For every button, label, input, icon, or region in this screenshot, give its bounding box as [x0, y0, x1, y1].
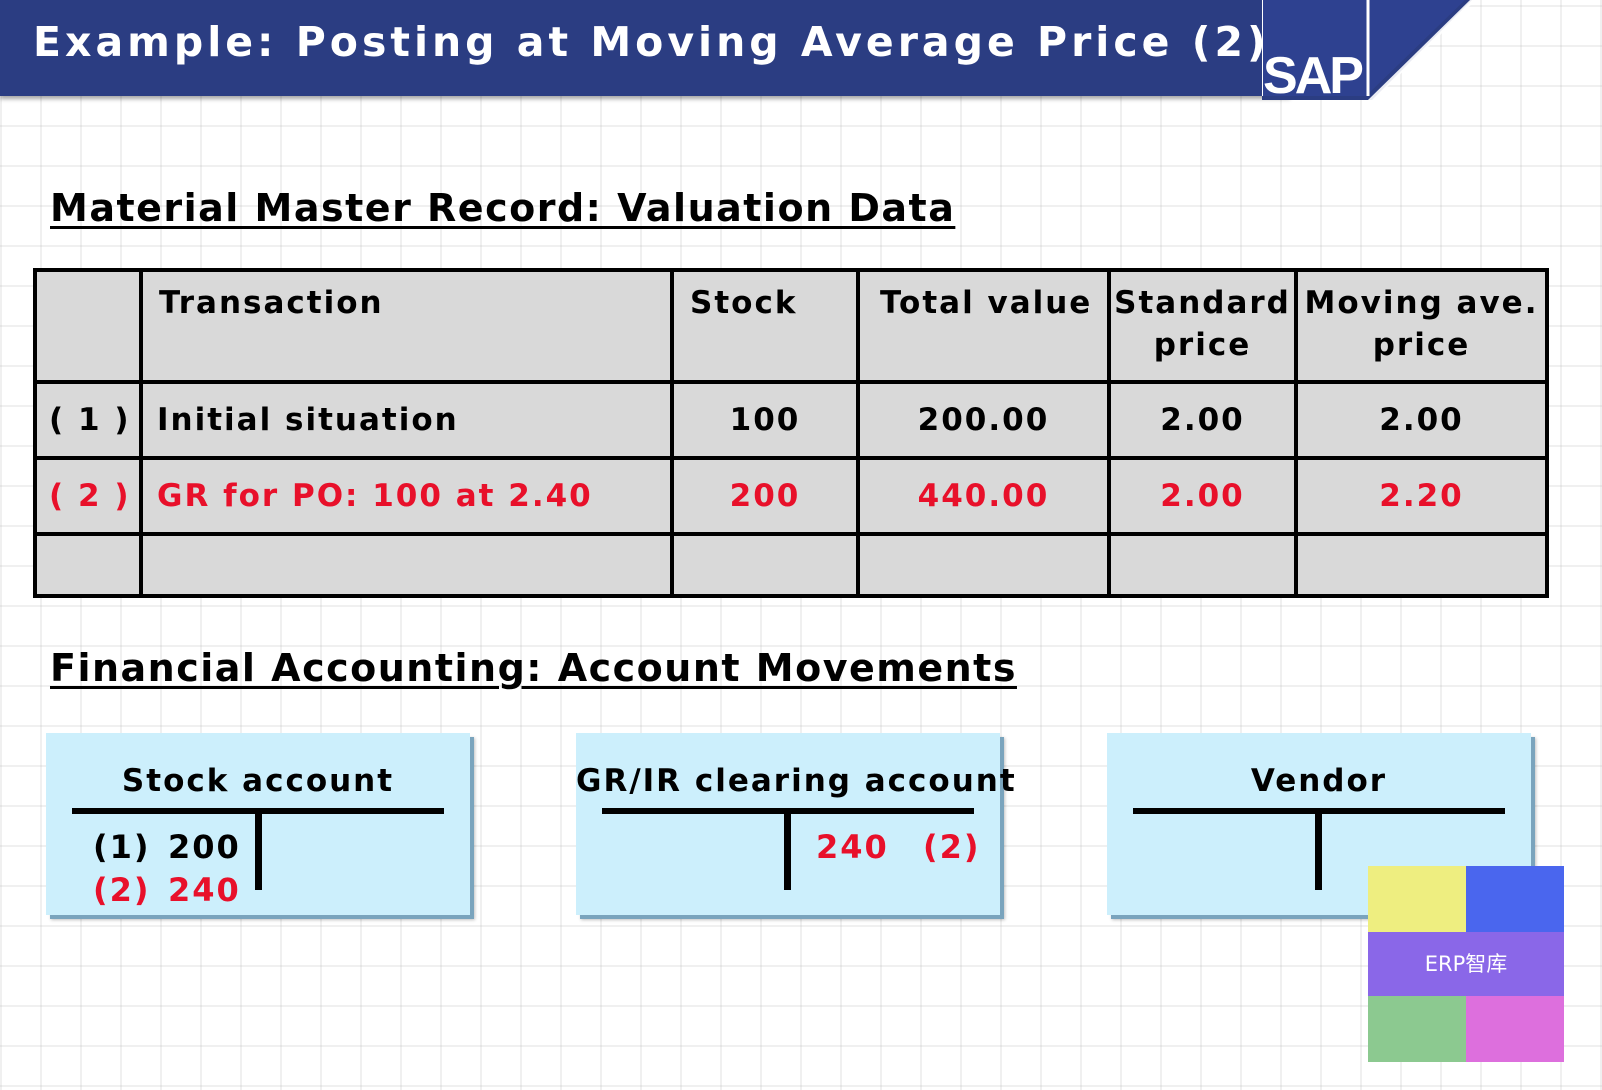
valuation-section-title: Material Master Record: Valuation Data	[50, 186, 956, 230]
title-bar: Example: Posting at Moving Average Price…	[0, 0, 1290, 96]
t-account-vertical-line	[1315, 812, 1322, 890]
column-header-transaction: Transaction	[139, 268, 674, 384]
grir-clearing-account-t-account: GR/IR clearing account 240 (2)	[576, 733, 1017, 915]
table-row	[33, 532, 1549, 598]
row-stock	[670, 532, 860, 598]
account-title: Vendor	[1250, 763, 1388, 799]
row-stock: 200	[670, 456, 860, 536]
valuation-table: Transaction Stock Total value Standard p…	[33, 268, 1549, 598]
accounting-section-title: Financial Accounting: Account Movements	[50, 646, 1017, 690]
row-total-value: 440.00	[856, 456, 1111, 536]
account-title: GR/IR clearing account	[576, 763, 1017, 799]
watermark-text: ERP智库	[1368, 932, 1564, 996]
row-standard-price	[1107, 532, 1298, 598]
stock-account-t-account: Stock account (1) 200 (2) 240	[46, 733, 470, 915]
row-transaction: GR for PO: 100 at 2.40	[139, 456, 674, 536]
row-number: ( 1 )	[33, 380, 143, 460]
column-header-standard-price: Standard price	[1107, 268, 1298, 384]
row-standard-price: 2.00	[1107, 380, 1298, 460]
debit-entry-amount: 200	[168, 828, 241, 866]
column-header-total-value: Total value	[856, 268, 1111, 384]
row-number: ( 2 )	[33, 456, 143, 536]
table-header-row: Transaction Stock Total value Standard p…	[33, 268, 1549, 384]
column-header-moving-avg-price: Moving ave. price	[1294, 268, 1549, 384]
column-header-num	[33, 268, 143, 384]
row-transaction: Initial situation	[139, 380, 674, 460]
t-account-vertical-line	[784, 812, 791, 890]
t-account-horizontal-line	[1133, 808, 1505, 814]
row-transaction	[139, 532, 674, 598]
row-moving-avg-price: 2.00	[1294, 380, 1549, 460]
row-moving-avg-price: 2.20	[1294, 456, 1549, 536]
row-stock: 100	[670, 380, 860, 460]
row-standard-price: 2.00	[1107, 456, 1298, 536]
row-moving-avg-price	[1294, 532, 1549, 598]
credit-entry-amount: 240	[816, 828, 889, 866]
account-title: Stock account	[121, 763, 395, 799]
t-account-vertical-line	[255, 812, 262, 890]
credit-entry-ref: (2)	[923, 828, 981, 866]
table-row: ( 2 ) GR for PO: 100 at 2.40 200 440.00 …	[33, 456, 1549, 536]
sap-logo: SAP	[1262, 0, 1472, 100]
debit-entry-ref: (1)	[93, 828, 151, 866]
t-account-horizontal-line	[72, 808, 444, 814]
column-header-stock: Stock	[670, 268, 860, 384]
row-number	[33, 532, 143, 598]
debit-entry-ref: (2)	[93, 871, 151, 909]
sap-logo-text: SAP	[1263, 47, 1362, 100]
slide-title: Example: Posting at Moving Average Price…	[33, 18, 1270, 66]
row-total-value	[856, 532, 1111, 598]
row-total-value: 200.00	[856, 380, 1111, 460]
table-row: ( 1 ) Initial situation 100 200.00 2.00 …	[33, 380, 1549, 460]
debit-entry-amount: 240	[168, 871, 241, 909]
erp-watermark-logo: ERP智库	[1368, 866, 1564, 1062]
t-account-horizontal-line	[602, 808, 974, 814]
